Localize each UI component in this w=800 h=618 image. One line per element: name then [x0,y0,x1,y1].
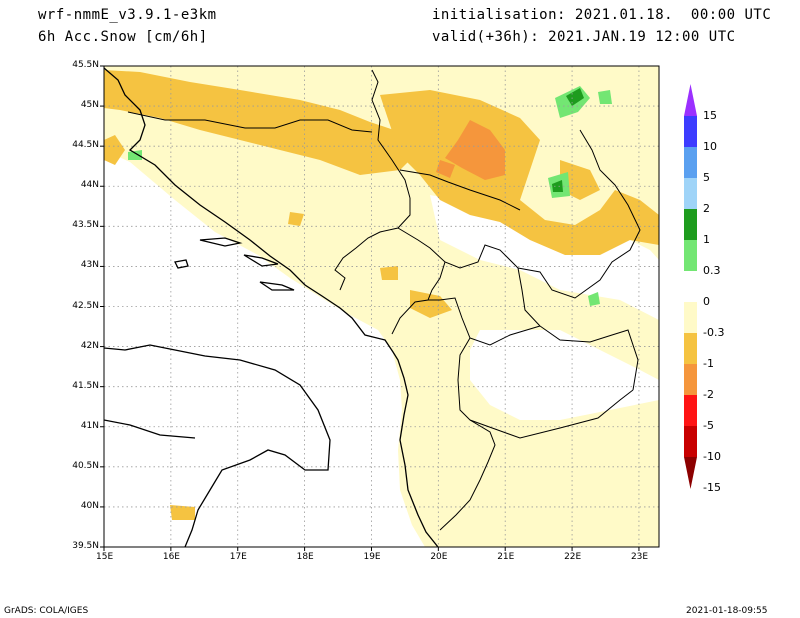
colorbar-swatch [684,364,697,395]
latitude-label: 42.5N [72,300,99,311]
colorbar-swatch [684,240,697,271]
colorbar-swatch [684,395,697,426]
model-title: wrf-nmmE_v3.9.1-e3km [38,7,217,23]
latitude-label: 45N [80,100,99,111]
colorbar-swatch [684,426,697,457]
colorbar-swatch [684,302,697,333]
init-time: initialisation: 2021.01.18. 00:00 UTC [432,7,772,23]
longitude-label: 15E [96,552,114,562]
colorbar-swatch [684,333,697,364]
latitude-label: 43.5N [72,220,99,231]
longitude-label: 23E [630,552,649,562]
colorbar-label: 2 [703,202,710,215]
colorbar [684,84,697,489]
colorbar-label: 5 [703,171,710,184]
change-1-2 [552,88,584,192]
map-area [104,66,659,547]
latitude-label: 43N [80,260,99,271]
colorbar-swatch [684,116,697,147]
latitude-label: 39.5N [72,541,99,551]
colorbar-label: -15 [703,481,721,494]
longitude-label: 16E [162,552,180,562]
colorbar-label: 10 [703,140,717,153]
colorbar-swatch [684,84,697,116]
colorbar-swatch [684,147,697,178]
snow-1-2cm [104,70,659,520]
latitude-label: 40N [80,500,99,511]
coastlines [104,67,439,547]
snow-2-5cm [436,120,505,180]
longitude-label: 22E [564,552,582,562]
latitude-label: 42N [80,340,99,351]
longitude-label: 21E [497,552,515,562]
colorbar-label: 0.3 [703,264,721,277]
latitude-label: 41N [80,420,99,431]
colorbar-swatch [684,271,697,302]
colorbar-swatch [684,209,697,240]
longitude-label: 20E [430,552,448,562]
colorbar-label: 1 [703,233,710,246]
latitude-label: 40.5N [72,460,99,471]
country-borders [127,69,641,531]
footer-timestamp: 2021-01-18-09:55 [686,606,768,616]
colorbar-label: -2 [703,388,714,401]
colorbar-label: 0 [703,295,710,308]
colorbar-label: -1 [703,357,714,370]
latitude-label: 44.5N [72,140,99,151]
longitude-label: 18E [296,552,314,562]
colorbar-swatch [684,178,697,209]
latitude-label: 41.5N [72,380,99,391]
colorbar-label: -5 [703,419,714,432]
colorbar-label: 15 [703,109,717,122]
latitude-label: 45.5N [72,60,99,70]
field-title: 6h Acc.Snow [cm/6h] [38,29,208,45]
colorbar-label: -10 [703,450,721,463]
map-grid [104,66,659,547]
valid-time: valid(+36h): 2021.JAN.19 12:00 UTC [432,29,736,45]
colorbar-swatch [684,457,697,489]
colorbar-label: -0.3 [703,326,725,339]
footer-credit: GrADS: COLA/IGES [4,606,89,616]
longitude-label: 19E [363,552,381,562]
latitude-label: 44N [80,180,99,191]
axis-ticks [100,65,640,551]
longitude-label: 17E [229,552,247,562]
